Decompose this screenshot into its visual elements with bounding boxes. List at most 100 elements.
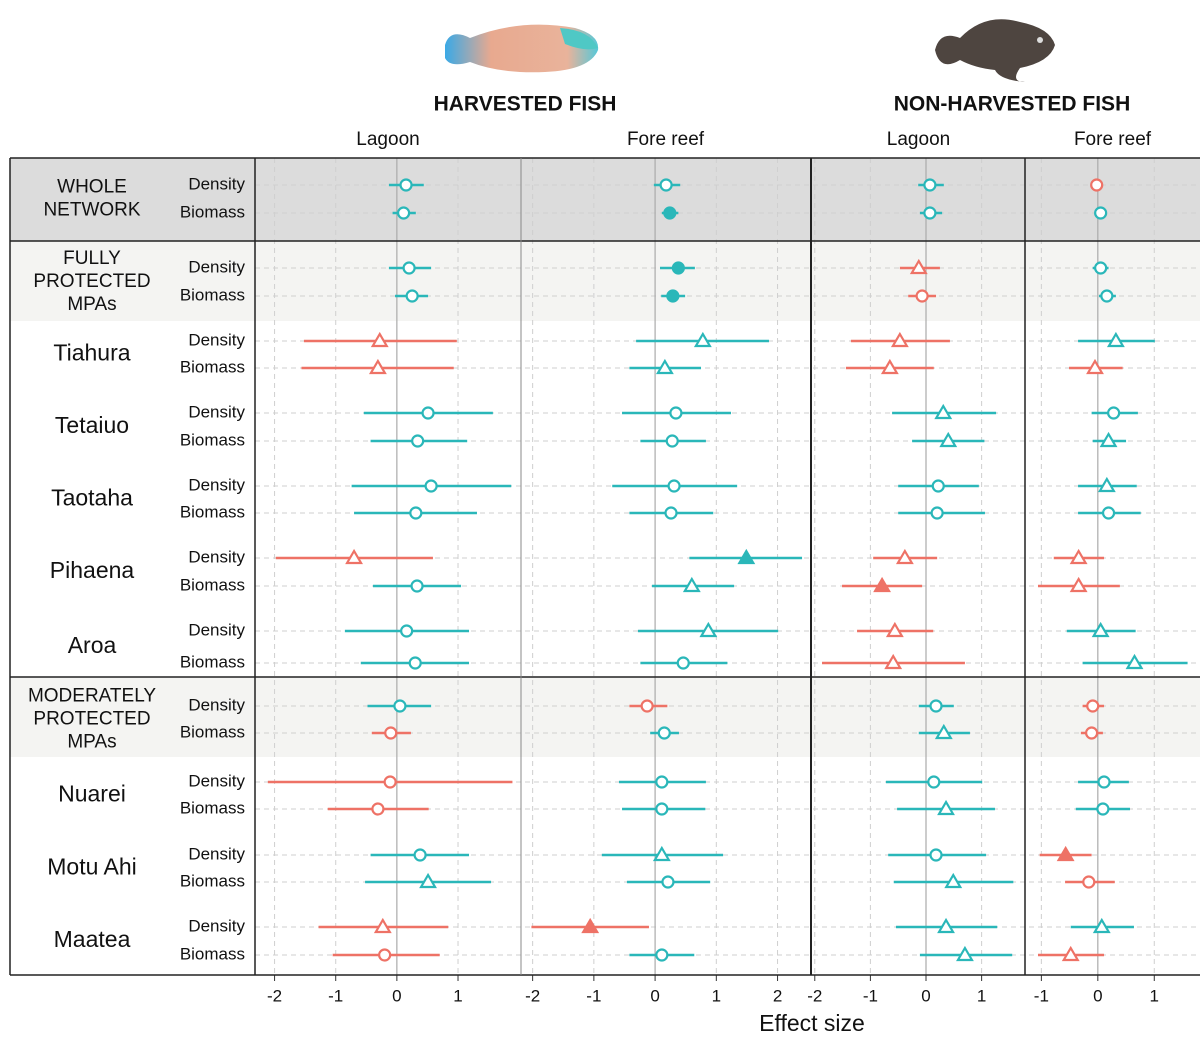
metric-label: Density: [188, 330, 245, 349]
group-label: PROTECTED: [33, 709, 150, 730]
point-circle: [929, 699, 943, 713]
group-label: MODERATELY: [28, 686, 156, 707]
metric-label: Biomass: [180, 202, 245, 221]
point-circle: [384, 726, 398, 740]
x-tick-label: -2: [525, 986, 540, 1005]
group-background: [10, 468, 1200, 541]
point-triangle: [884, 653, 903, 670]
point-circle: [669, 406, 683, 420]
point-circle: [409, 506, 423, 520]
panel-title: Fore reef: [627, 129, 705, 150]
point-circle: [667, 479, 681, 493]
x-tick-label: 0: [1093, 986, 1102, 1005]
x-tick-label: -2: [807, 986, 822, 1005]
point-circle: [399, 178, 413, 192]
point-circle: [378, 948, 392, 962]
parrotfish-icon: [445, 24, 599, 73]
point-triangle: [1056, 845, 1075, 862]
x-tick-label: -1: [1034, 986, 1049, 1005]
point-triangle: [880, 358, 899, 375]
point-triangle: [1061, 945, 1080, 962]
point-circle: [410, 579, 424, 593]
group-background: [10, 158, 1200, 241]
point-circle: [413, 848, 427, 862]
point-triangle: [937, 799, 955, 816]
group-background: [10, 757, 1200, 830]
point-triangle: [956, 945, 974, 962]
panel-title: Fore reef: [1074, 129, 1152, 150]
x-tick-label: 1: [453, 986, 462, 1005]
point-triangle: [909, 258, 928, 275]
metric-label: Biomass: [180, 722, 245, 741]
group-label: WHOLE: [57, 177, 127, 198]
group-label: Aroa: [68, 632, 117, 658]
point-triangle: [934, 403, 953, 420]
group-label: Nuarei: [58, 781, 126, 807]
metric-label: Density: [188, 402, 245, 421]
group-label: Motu Ahi: [47, 854, 137, 880]
point-triangle: [368, 358, 387, 375]
point-circle: [1085, 726, 1099, 740]
point-triangle: [1099, 431, 1118, 448]
point-triangle: [885, 621, 904, 638]
point-circle: [421, 406, 435, 420]
point-triangle: [890, 331, 909, 348]
panel-title: Lagoon: [887, 129, 950, 150]
point-circle: [640, 699, 654, 713]
metric-label: Biomass: [180, 502, 245, 521]
point-circle: [1082, 875, 1096, 889]
point-triangle: [1125, 653, 1144, 670]
point-circle: [1107, 406, 1121, 420]
group-label: Maatea: [54, 926, 131, 952]
metric-label: Biomass: [180, 575, 245, 594]
point-circle: [400, 624, 414, 638]
group-background: [10, 395, 1200, 468]
point-circle: [1101, 506, 1116, 520]
metric-label: Density: [188, 475, 245, 494]
point-circle: [655, 775, 669, 789]
x-tick-label: 2: [773, 986, 782, 1005]
metric-label: Biomass: [180, 652, 245, 671]
section-title: NON-HARVESTED FISH: [894, 93, 1130, 116]
point-circle: [1086, 699, 1100, 713]
point-circle: [915, 289, 929, 303]
group-label: MPAs: [67, 294, 116, 315]
group-label: NETWORK: [43, 200, 140, 221]
group-label: MPAs: [67, 732, 116, 753]
group-background: [10, 321, 1200, 395]
point-triangle: [873, 576, 891, 593]
point-circle: [665, 434, 679, 448]
point-triangle: [370, 331, 389, 348]
group-label: Pihaena: [50, 557, 135, 583]
metric-label: Density: [188, 620, 245, 639]
point-circle: [661, 875, 675, 889]
point-circle: [676, 656, 690, 670]
group-label: PROTECTED: [33, 271, 150, 292]
group-background: [10, 614, 1200, 677]
point-circle: [371, 802, 385, 816]
group-label: Tetaiuo: [55, 412, 129, 438]
group-label: FULLY: [63, 248, 121, 269]
point-triangle: [693, 331, 712, 348]
point-triangle: [419, 872, 437, 889]
point-circle: [929, 848, 943, 862]
metric-label: Density: [188, 844, 245, 863]
point-circle: [393, 699, 407, 713]
point-triangle: [652, 845, 671, 862]
group-background: [10, 677, 1200, 757]
point-triangle: [1091, 621, 1110, 638]
point-circle: [1096, 802, 1110, 816]
point-circle: [411, 434, 425, 448]
point-triangle: [1069, 548, 1088, 565]
point-triangle: [682, 576, 701, 593]
metric-label: Density: [188, 771, 245, 790]
point-triangle: [699, 621, 718, 638]
point-circle: [1094, 261, 1108, 275]
point-triangle: [1086, 358, 1104, 375]
x-tick-label: 1: [977, 986, 986, 1005]
group-label: Taotaha: [51, 485, 133, 511]
group-label: Tiahura: [53, 340, 130, 366]
group-background: [10, 830, 1200, 903]
point-circle: [1100, 289, 1114, 303]
metric-label: Density: [188, 174, 245, 193]
